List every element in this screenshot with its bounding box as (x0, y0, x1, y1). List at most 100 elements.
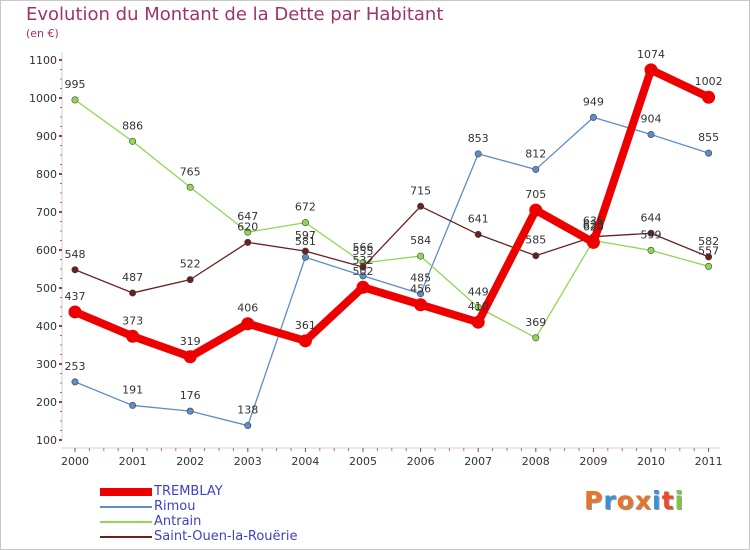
data-point-tremblay (529, 204, 542, 217)
data-label-tremblay: 1074 (637, 48, 665, 61)
y-tick-label: 100 (36, 434, 57, 447)
data-point-tremblay (414, 298, 427, 311)
legend-label: Antrain (154, 514, 201, 529)
data-label-saint-ouen-la-rou-rie: 548 (65, 248, 86, 261)
data-label-antrain: 599 (641, 228, 662, 241)
data-point-antrain (417, 253, 423, 259)
data-label-tremblay: 410 (468, 300, 489, 313)
data-label-saint-ouen-la-rou-rie: 522 (180, 258, 201, 271)
data-label-antrain: 449 (468, 285, 489, 298)
data-label-tremblay: 373 (122, 314, 143, 327)
data-label-rimou: 191 (122, 383, 143, 396)
legend-label: Saint-Ouen-la-Rouërie (154, 529, 297, 544)
x-tick-label: 2010 (637, 455, 665, 468)
y-tick-label: 1100 (29, 54, 57, 67)
data-label-saint-ouen-la-rou-rie: 555 (353, 245, 374, 258)
data-point-rimou (648, 131, 654, 137)
data-point-rimou (533, 166, 539, 172)
data-point-tremblay (184, 350, 197, 363)
data-point-antrain (705, 263, 711, 269)
data-point-rimou (475, 151, 481, 157)
data-point-antrain (129, 138, 135, 144)
legend-item: Rimou (100, 499, 297, 514)
x-tick-label: 2001 (119, 455, 147, 468)
x-tick-label: 2006 (407, 455, 435, 468)
data-label-saint-ouen-la-rou-rie: 620 (237, 220, 258, 233)
legend-label: Rimou (154, 499, 196, 514)
y-tick-label: 300 (36, 358, 57, 371)
data-point-saint-ouen-la-rou-rie (187, 276, 193, 282)
data-label-tremblay: 437 (65, 290, 86, 303)
data-label-tremblay: 406 (237, 302, 258, 315)
data-label-rimou: 812 (525, 147, 546, 160)
x-tick-label: 2003 (234, 455, 262, 468)
legend-item: Antrain (100, 514, 297, 529)
data-point-saint-ouen-la-rou-rie (245, 239, 251, 245)
data-label-saint-ouen-la-rou-rie: 585 (525, 234, 546, 247)
x-tick-label: 2011 (695, 455, 723, 468)
data-point-tremblay (241, 317, 254, 330)
data-label-tremblay: 319 (180, 335, 201, 348)
legend-swatch (100, 506, 152, 508)
data-point-tremblay (126, 330, 139, 343)
legend: TREMBLAY Rimou Antrain Saint-Ouen-la-Rouëri… (100, 484, 297, 544)
data-label-saint-ouen-la-rou-rie: 635 (583, 215, 604, 228)
series-line-rimou (75, 117, 709, 425)
data-point-saint-ouen-la-rou-rie (533, 253, 539, 259)
data-point-tremblay (69, 305, 82, 318)
x-tick-label: 2000 (61, 455, 89, 468)
data-point-tremblay (587, 236, 600, 249)
data-point-saint-ouen-la-rou-rie (129, 290, 135, 296)
x-tick-label: 2004 (291, 455, 319, 468)
data-point-antrain (648, 247, 654, 253)
legend-label: TREMBLAY (154, 484, 223, 499)
data-label-tremblay: 705 (525, 188, 546, 201)
data-label-rimou: 138 (237, 404, 258, 417)
data-point-saint-ouen-la-rou-rie (72, 267, 78, 273)
data-label-rimou: 904 (641, 112, 662, 125)
data-point-saint-ouen-la-rou-rie (417, 203, 423, 209)
data-label-rimou: 253 (65, 360, 86, 373)
data-point-antrain (533, 335, 539, 341)
data-point-tremblay (357, 281, 370, 294)
data-label-saint-ouen-la-rou-rie: 597 (295, 229, 316, 242)
line-chart: 100200300400500600700800900100011002000 2… (0, 0, 750, 550)
data-label-antrain: 672 (295, 201, 316, 214)
data-label-rimou: 949 (583, 95, 604, 108)
x-tick-label: 2002 (176, 455, 204, 468)
data-label-antrain: 369 (525, 316, 546, 329)
x-tick-label: 2008 (522, 455, 550, 468)
y-tick-label: 800 (36, 168, 57, 181)
x-tick-label: 2005 (349, 455, 377, 468)
legend-item: TREMBLAY (100, 484, 297, 499)
data-point-rimou (245, 422, 251, 428)
data-point-rimou (590, 114, 596, 120)
y-tick-label: 1000 (29, 92, 57, 105)
data-label-rimou: 485 (410, 272, 431, 285)
y-tick-label: 900 (36, 130, 57, 143)
data-point-rimou (129, 402, 135, 408)
legend-swatch (100, 536, 152, 538)
data-point-saint-ouen-la-rou-rie (302, 248, 308, 254)
data-point-tremblay (702, 91, 715, 104)
data-label-rimou: 855 (698, 131, 719, 144)
data-label-antrain: 886 (122, 119, 143, 132)
series-line-antrain (75, 100, 709, 338)
legend-item: Saint-Ouen-la-Rouërie (100, 529, 297, 544)
series-line-tremblay (75, 70, 709, 357)
data-point-rimou (705, 150, 711, 156)
data-label-rimou: 853 (468, 132, 489, 145)
data-label-saint-ouen-la-rou-rie: 641 (468, 212, 489, 225)
data-label-tremblay: 502 (353, 265, 374, 278)
data-point-rimou (302, 254, 308, 260)
data-point-antrain (302, 219, 308, 225)
data-label-saint-ouen-la-rou-rie: 487 (122, 271, 143, 284)
data-point-antrain (187, 184, 193, 190)
data-label-saint-ouen-la-rou-rie: 644 (641, 211, 662, 224)
data-point-rimou (187, 408, 193, 414)
y-tick-label: 500 (36, 282, 57, 295)
data-label-saint-ouen-la-rou-rie: 715 (410, 184, 431, 197)
data-point-tremblay (472, 316, 485, 329)
legend-swatch (100, 488, 152, 496)
data-label-saint-ouen-la-rou-rie: 582 (698, 235, 719, 248)
